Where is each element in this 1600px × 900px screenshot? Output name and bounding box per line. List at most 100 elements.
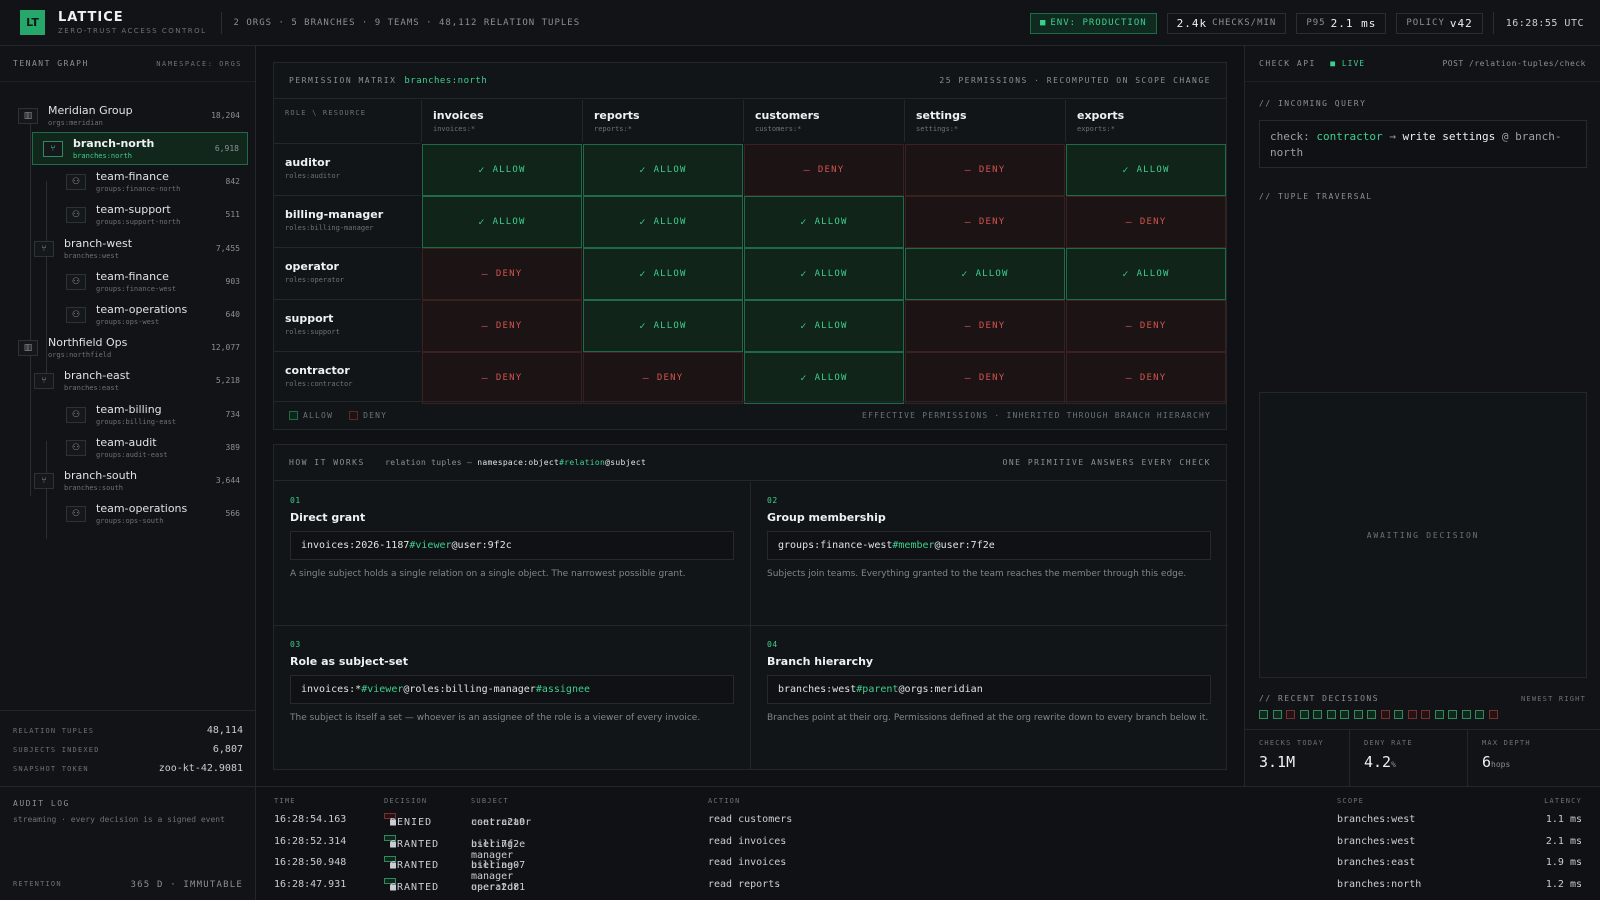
permission-cell[interactable]: ✓ ALLOW	[583, 144, 743, 196]
permission-cell[interactable]: ✓ ALLOW	[744, 248, 904, 300]
tree-node-team-support[interactable]: ⚇ team-support groups:support-north 511	[58, 198, 248, 231]
row-header-contractor: contractor roles:contractor	[274, 351, 421, 403]
permission-value: ALLOW	[1136, 269, 1170, 279]
denied-marker[interactable]	[1488, 710, 1498, 719]
namespace-label: NAMESPACE: ORGS	[156, 59, 242, 68]
tree-node-Meridian Group[interactable]: ▥ Meridian Group orgs:meridian 18,204	[18, 99, 248, 132]
denied-marker[interactable]	[1380, 710, 1390, 719]
denied-marker[interactable]	[1421, 710, 1430, 719]
legend-allow: ALLOW	[303, 411, 334, 420]
rule-card-04: 04 Branch hierarchy branches:west #parent @o…	[751, 626, 1227, 770]
col-header-label: customers	[755, 109, 820, 122]
granted-marker[interactable]	[1353, 710, 1363, 719]
permission-value: DENY	[978, 373, 1006, 383]
granted-marker[interactable]	[1461, 710, 1471, 719]
tree-node-count: 734	[225, 410, 240, 419]
tuple-example[interactable]: branches:west #parent @orgs:meridian	[767, 675, 1211, 704]
granted-marker[interactable]	[1367, 710, 1376, 719]
tuple-object: invoices:*	[301, 684, 362, 695]
check-endpoint[interactable]: POST /relation-tuples/check	[1442, 59, 1586, 68]
policy-value: v42	[1449, 16, 1473, 30]
granted-marker[interactable]	[1299, 710, 1309, 719]
tree-node-team-operations[interactable]: ⚇ team-operations groups:ops-south 566	[58, 497, 248, 530]
permission-cell[interactable]: — DENY	[1066, 300, 1226, 352]
granted-marker[interactable]	[1313, 710, 1322, 719]
audit-row[interactable]: 16:28:47.931 ■ GRANTED user:2d81 as operat…	[256, 876, 1600, 897]
tree-node-label: team-operations	[96, 502, 188, 515]
row-header-support: support roles:support	[274, 299, 421, 351]
tuple-example[interactable]: invoices:2026-1187 #viewer @user:9f2c	[290, 531, 734, 560]
tree-node-team-operations[interactable]: ⚇ team-operations groups:ops-west 640	[58, 298, 248, 331]
tuple-example[interactable]: invoices:* #viewer @roles:billing-manager #…	[290, 675, 734, 704]
permission-cell[interactable]: — DENY	[422, 300, 582, 352]
denied-marker[interactable]	[1407, 710, 1417, 719]
permission-cell[interactable]: — DENY	[583, 352, 743, 404]
granted-marker[interactable]	[1394, 710, 1403, 719]
p95-value: 2.1 ms	[1330, 16, 1377, 30]
audit-row[interactable]: 16:28:52.314 ■ GRANTED user:7f2e as billin…	[256, 833, 1600, 861]
tree-node-Northfield Ops[interactable]: ▥ Northfield Ops orgs:northfield 12,077	[18, 331, 248, 364]
permission-value: DENY	[978, 217, 1006, 227]
tree-node-branch-south[interactable]: ⑂ branch-south branches:south 3,644	[34, 464, 248, 497]
env-badge[interactable]: ■ ENV: PRODUCTION	[1029, 12, 1157, 34]
minus-icon: —	[481, 372, 489, 384]
snapshot-token-value[interactable]: zoo-kt-42.9081	[158, 763, 243, 774]
permission-cell[interactable]: ✓ ALLOW	[583, 300, 743, 352]
permission-value: DENY	[1139, 217, 1167, 227]
permission-cell[interactable]: ✓ ALLOW	[1066, 144, 1226, 196]
tree-node-branch-west[interactable]: ⑂ branch-west branches:west 7,455	[34, 232, 248, 265]
permission-cell[interactable]: — DENY	[905, 300, 1065, 352]
app-logo[interactable]: LT	[20, 10, 45, 35]
permission-cell[interactable]: ✓ ALLOW	[422, 196, 582, 248]
metric-number: 3.1M	[1259, 753, 1296, 771]
tree-node-team-finance[interactable]: ⚇ team-finance groups:finance-west 903	[58, 265, 248, 298]
permission-cell[interactable]: ✓ ALLOW	[905, 248, 1065, 300]
tree-node-path: groups:ops-south	[96, 517, 164, 525]
check-icon: ✓	[961, 268, 969, 280]
permission-cell[interactable]: — DENY	[422, 248, 582, 300]
tree-node-label: team-finance	[96, 170, 169, 183]
permission-cell[interactable]: ✓ ALLOW	[583, 196, 743, 248]
tree-node-team-audit[interactable]: ⚇ team-audit groups:audit-east 389	[58, 431, 248, 464]
tree-node-label: team-audit	[96, 436, 157, 449]
permission-cell[interactable]: ✓ ALLOW	[744, 300, 904, 352]
team-icon: ⚇	[66, 406, 86, 423]
permission-value: DENY	[817, 165, 845, 175]
denied-marker[interactable]	[1286, 710, 1295, 719]
granted-marker[interactable]	[1475, 710, 1484, 719]
permission-cell[interactable]: — DENY	[744, 144, 904, 196]
tree-node-team-billing[interactable]: ⚇ team-billing groups:billing-east 734	[58, 398, 248, 431]
matrix-corner-label: ROLE \ RESOURCE	[285, 109, 367, 117]
permission-cell[interactable]: — DENY	[905, 352, 1065, 404]
audit-row[interactable]: 16:28:54.163 ■ DENIED user:c2a9 as contrac…	[256, 811, 1600, 832]
permission-cell[interactable]: ✓ ALLOW	[744, 196, 904, 248]
permission-cell[interactable]: ✓ ALLOW	[1066, 248, 1226, 300]
permission-cell[interactable]: — DENY	[1066, 352, 1226, 404]
tree-node-team-finance[interactable]: ⚇ team-finance groups:finance-north 842	[58, 165, 248, 198]
tree-guide-line	[46, 276, 47, 375]
retention-label: RETENTION	[13, 880, 62, 888]
permission-cell[interactable]: — DENY	[1066, 196, 1226, 248]
granted-marker[interactable]	[1272, 710, 1282, 719]
tree-node-text: Northfield Ops orgs:northfield	[48, 336, 127, 359]
permission-cell[interactable]: — DENY	[422, 352, 582, 404]
permission-value: ALLOW	[814, 373, 848, 383]
granted-marker[interactable]	[1340, 710, 1349, 719]
permission-cell[interactable]: ✓ ALLOW	[422, 144, 582, 196]
tree-node-branch-north[interactable]: ⑂ branch-north branches:north 6,918	[32, 132, 248, 165]
matrix-scope[interactable]: branches:north	[404, 75, 488, 86]
permission-cell[interactable]: ✓ ALLOW	[583, 248, 743, 300]
audit-user: user:7f2e	[471, 838, 526, 850]
permission-cell[interactable]: ✓ ALLOW	[744, 352, 904, 404]
policy-version[interactable]: POLICY v42	[1396, 12, 1483, 34]
permission-cell[interactable]: — DENY	[905, 196, 1065, 248]
audit-row[interactable]: 16:28:50.948 ■ GRANTED user:aa07 as billin…	[256, 854, 1600, 882]
tree-node-branch-east[interactable]: ⑂ branch-east branches:east 5,218	[34, 364, 248, 397]
granted-marker[interactable]	[1434, 710, 1444, 719]
audit-action: read invoices	[708, 835, 787, 847]
tuple-example[interactable]: groups:finance-west #member @user:7f2e	[767, 531, 1211, 560]
granted-marker[interactable]	[1326, 710, 1336, 719]
granted-marker[interactable]	[1259, 710, 1268, 719]
permission-cell[interactable]: — DENY	[905, 144, 1065, 196]
granted-marker[interactable]	[1448, 710, 1457, 719]
